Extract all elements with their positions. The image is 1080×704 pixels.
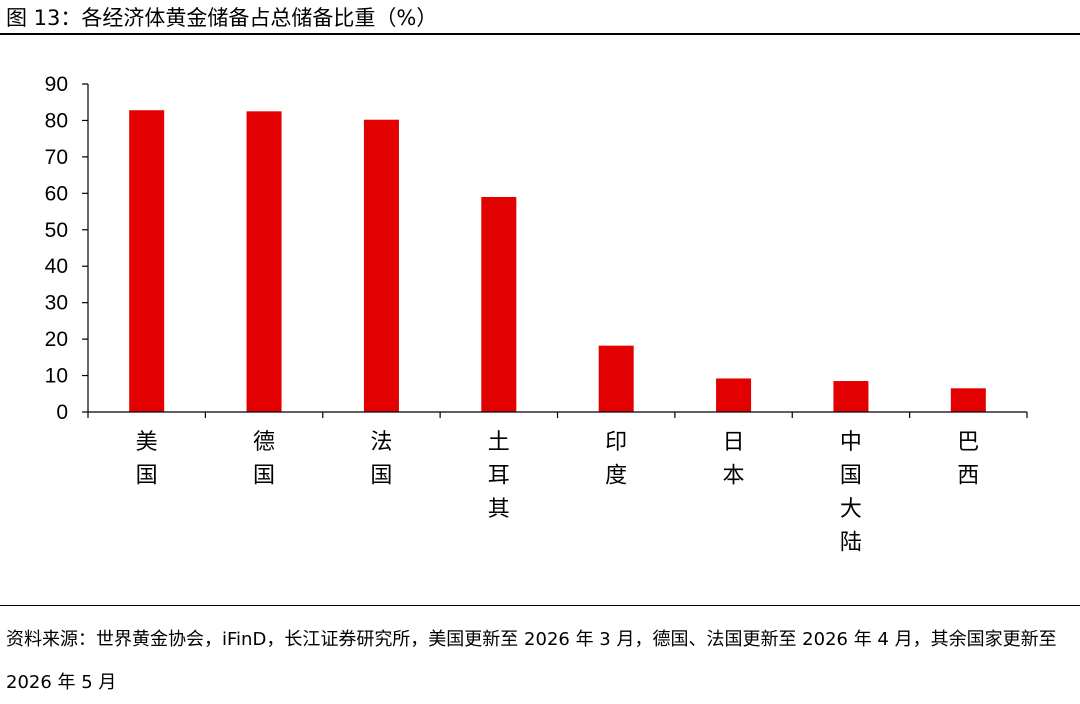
bar: [598, 345, 634, 412]
x-category-label: 巴西: [957, 430, 979, 489]
y-tick-label: 20: [45, 328, 68, 351]
x-category-label: 美国: [136, 430, 158, 489]
y-tick-label: 80: [45, 109, 68, 132]
y-tick-label: 60: [45, 182, 68, 205]
x-category-label: 印度: [605, 430, 627, 489]
title-rule: [0, 33, 1080, 35]
bar: [129, 110, 165, 413]
footer-rule: [0, 605, 1080, 606]
x-category-label: 日本: [723, 430, 745, 489]
y-tick-label: 70: [45, 146, 68, 169]
y-axis-ticks: 0 10 20 30 40 50 60 70 80 90: [45, 73, 88, 424]
bar-chart: 0 10 20 30 40 50 60 70 80 90 美国 德国 法国 土耳其 印度 日本 中国大陆 巴西: [45, 73, 1028, 556]
x-axis-labels: 美国 德国 法国 土耳其 印度 日本 中国大陆 巴西: [136, 430, 980, 556]
bar: [716, 378, 752, 412]
bar: [833, 381, 869, 412]
source-note: 资料来源：世界黄金协会，iFinD，长江证券研究所，美国更新至 2026 年 3…: [6, 629, 1057, 693]
x-category-label: 法国: [370, 430, 392, 489]
y-tick-label: 30: [45, 292, 68, 315]
bar-series: [129, 110, 986, 413]
x-category-label: 德国: [253, 430, 275, 489]
bar: [363, 119, 399, 413]
chart-title: 图 13：各经济体黄金储备占总储备比重（%）: [6, 6, 438, 30]
y-tick-label: 90: [45, 73, 68, 96]
y-tick-label: 10: [45, 365, 68, 388]
bar: [246, 111, 282, 412]
bar: [950, 388, 986, 412]
y-tick-label: 50: [45, 219, 68, 242]
y-tick-label: 40: [45, 255, 68, 278]
bar: [481, 196, 517, 412]
y-tick-label: 0: [56, 401, 68, 424]
x-category-label: 中国大陆: [840, 430, 862, 556]
axes: [87, 84, 1028, 418]
x-category-label: 土耳其: [488, 430, 510, 522]
